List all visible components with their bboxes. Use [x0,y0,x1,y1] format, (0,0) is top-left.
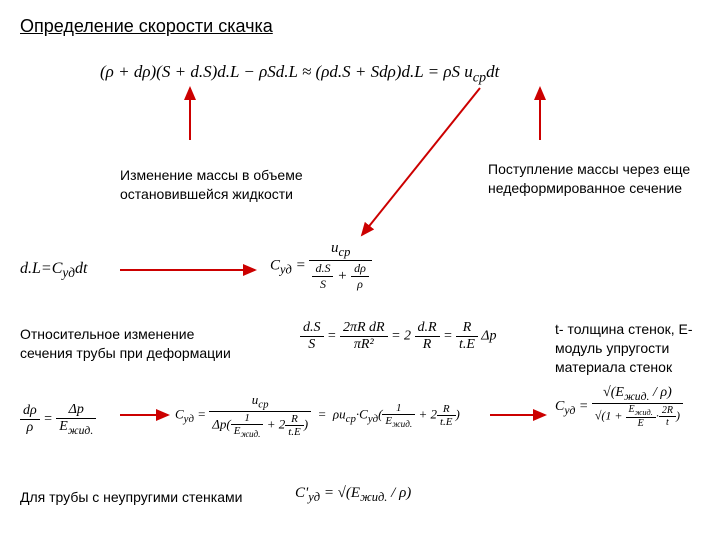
bottom-formula: C'уд = √(Eжид. / ρ) [295,485,411,505]
main-formula: (ρ + dρ)(S + d.S)d.L − ρSd.L ≈ (ρd.S + S… [100,62,499,86]
caption-mass-inflow: Поступление массы через еще недеформиров… [488,160,708,198]
cyd-final: Cуд = √(Eжид. / ρ) √(1 + Eжид.E·2Rt) [555,385,683,429]
section-deform-label: Относительное изменение сечения трубы пр… [20,325,240,363]
page-title: Определение скорости скачка [20,16,273,37]
cyd-expanded: Cуд = uср Δp(1Eжид. + 2Rt.E) = ρuср·Cуд(… [175,392,460,439]
arrow-diag-main [362,88,480,235]
bottom-label: Для трубы с неупругими стенками [20,488,242,507]
caption-mass-volume: Изменение массы в объеме остановившейся … [120,166,340,204]
dl-formula: d.L=Cудdt [20,260,87,281]
cyd-formula: Cуд = uср d.SS + dρρ [270,240,372,292]
drho-formula: dρρ = ΔpEжид. [20,402,96,437]
ds-equation: d.SS = 2πR dRπR² = 2 d.RR = Rt.E Δp [300,320,496,353]
param-description: t- толщина стенок, E-модуль упругости ма… [555,320,715,377]
